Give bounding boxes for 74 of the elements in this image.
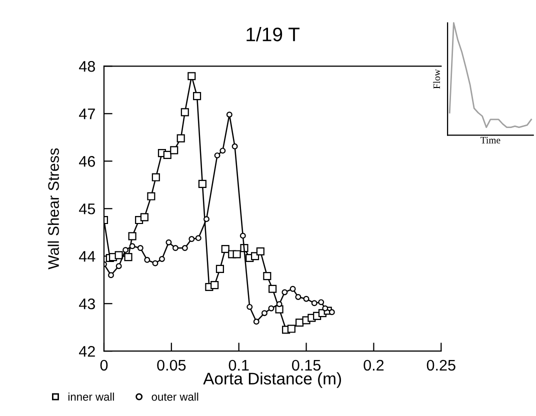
point bbox=[193, 92, 202, 100]
point bbox=[216, 264, 224, 273]
point bbox=[116, 263, 122, 270]
point bbox=[322, 305, 328, 312]
point bbox=[253, 318, 260, 325]
x-tick-label: 0 bbox=[100, 360, 108, 371]
y-tick-label: 47 bbox=[79, 108, 95, 120]
point bbox=[163, 150, 172, 159]
y-tick-label: 46 bbox=[79, 156, 95, 167]
point bbox=[303, 296, 310, 302]
point bbox=[195, 235, 202, 242]
point bbox=[182, 245, 188, 252]
point bbox=[158, 256, 165, 262]
point bbox=[282, 289, 288, 296]
point bbox=[246, 304, 253, 310]
point bbox=[221, 244, 230, 254]
point bbox=[232, 143, 238, 150]
point bbox=[275, 305, 284, 314]
x-tick-label: 0.2 bbox=[364, 360, 384, 371]
y-tick-label: 48 bbox=[79, 61, 95, 72]
point bbox=[188, 72, 196, 80]
y-axis-title: Wall Shear Stress bbox=[48, 148, 59, 270]
point bbox=[180, 108, 189, 116]
point bbox=[114, 251, 123, 260]
point bbox=[328, 309, 335, 316]
point bbox=[140, 213, 148, 222]
point bbox=[256, 247, 264, 256]
point bbox=[108, 272, 114, 278]
point bbox=[261, 310, 268, 316]
point bbox=[220, 148, 226, 154]
point bbox=[152, 173, 160, 182]
point bbox=[263, 272, 272, 280]
point bbox=[290, 286, 296, 292]
point bbox=[232, 250, 241, 258]
point bbox=[144, 256, 150, 263]
point bbox=[214, 152, 220, 158]
point bbox=[170, 146, 178, 154]
point bbox=[124, 253, 132, 262]
point bbox=[166, 239, 172, 246]
y-tick-label: 44 bbox=[79, 251, 96, 262]
point bbox=[226, 112, 232, 118]
point bbox=[318, 299, 324, 306]
point bbox=[128, 232, 136, 240]
x-tick-label: 0.1 bbox=[228, 360, 249, 371]
x-tick-label: 0.05 bbox=[157, 360, 186, 371]
x-tick-label: 0.25 bbox=[426, 360, 456, 371]
y-tick-label: 43 bbox=[79, 298, 95, 310]
point bbox=[268, 305, 274, 312]
legend-label: outer wall bbox=[152, 392, 198, 401]
point bbox=[311, 300, 318, 306]
y-tick-label: 42 bbox=[79, 346, 95, 357]
point bbox=[268, 284, 277, 293]
point bbox=[203, 216, 210, 222]
x-axis-title: Aorta Distance (m) bbox=[203, 372, 341, 388]
legend-label: inner wall bbox=[68, 392, 114, 401]
point bbox=[240, 232, 246, 239]
x-tick-label: 0.15 bbox=[292, 360, 320, 371]
point bbox=[287, 324, 296, 333]
point bbox=[176, 134, 185, 142]
point bbox=[210, 281, 219, 290]
chart-title: 1/19 T bbox=[246, 27, 300, 42]
point bbox=[295, 294, 302, 300]
point bbox=[152, 260, 158, 266]
point bbox=[129, 243, 136, 250]
x-axis-title: Time bbox=[480, 136, 500, 144]
point bbox=[147, 192, 156, 200]
y-tick-label: 45 bbox=[79, 204, 96, 214]
y-axis-title: Flow bbox=[433, 69, 440, 89]
point bbox=[188, 236, 195, 242]
point bbox=[137, 245, 144, 252]
point bbox=[172, 245, 178, 252]
point bbox=[122, 246, 129, 253]
point bbox=[276, 301, 282, 308]
point bbox=[198, 180, 206, 188]
